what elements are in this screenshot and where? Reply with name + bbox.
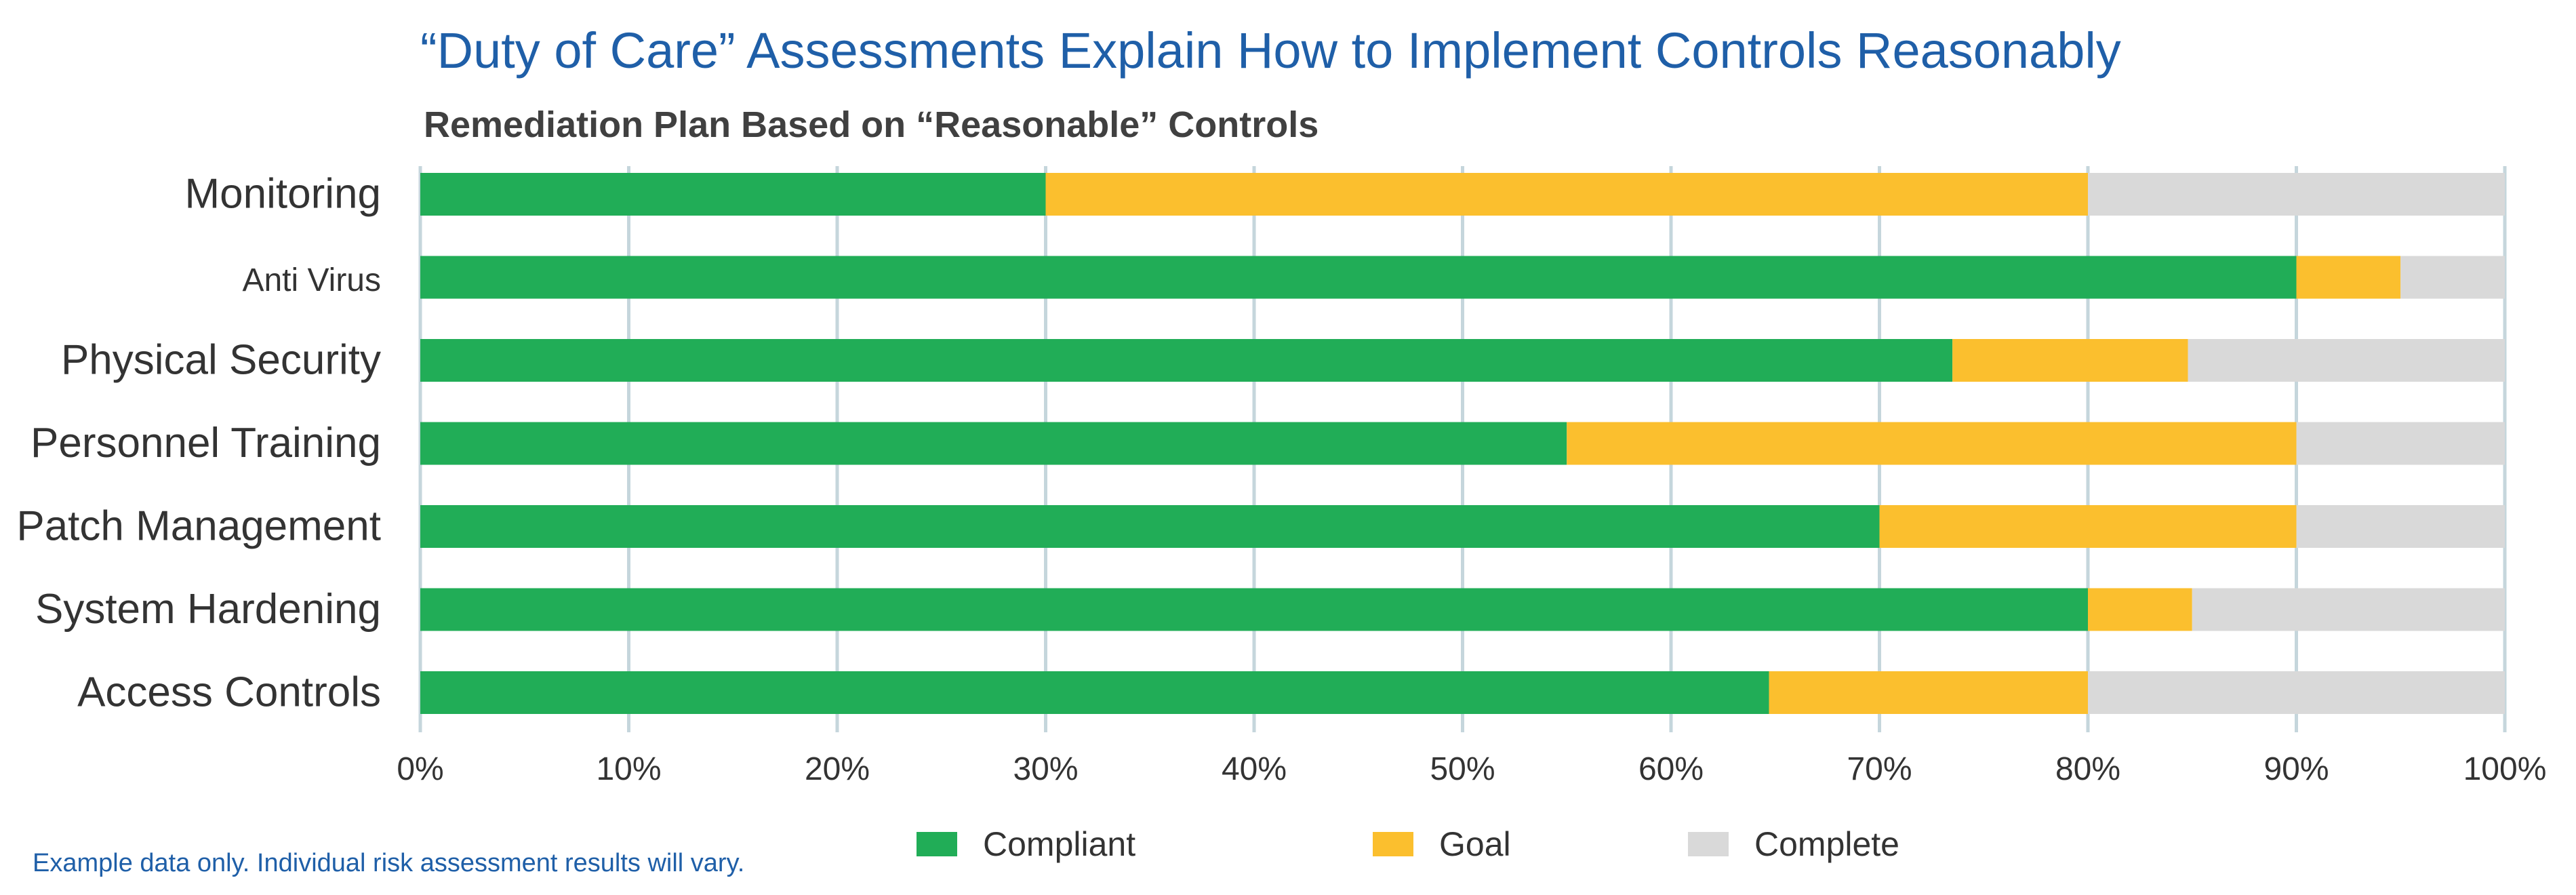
bars — [420, 173, 2505, 714]
legend-label-complete: Complete — [1754, 825, 1899, 863]
bar-personnel-training-compliant — [420, 422, 1567, 465]
legend-item-compliant: Compliant — [917, 820, 1135, 868]
bar-anti-virus-compliant — [420, 256, 2297, 299]
category-label-personnel-training: Personnel Training — [31, 420, 381, 466]
x-tick-label: 70% — [1847, 751, 1912, 787]
bar-physical-security-goal — [1952, 339, 2188, 382]
bar-access-controls-complete — [2088, 671, 2505, 714]
category-label-physical-security: Physical Security — [61, 337, 381, 384]
bar-monitoring-goal — [1045, 173, 2088, 216]
x-tick-label: 30% — [1013, 751, 1078, 787]
x-tick-label: 90% — [2263, 751, 2329, 787]
footnote: Example data only. Individual risk asses… — [33, 849, 745, 877]
legend-swatch-compliant — [917, 832, 957, 856]
chart-legend: Compliant Goal Complete — [0, 820, 2576, 868]
bar-anti-virus-goal — [2296, 256, 2401, 299]
bar-physical-security-compliant — [420, 339, 1953, 382]
bar-patch-management-complete — [2296, 505, 2505, 548]
x-tick-label: 0% — [397, 751, 443, 787]
bar-physical-security-complete — [2188, 339, 2505, 382]
legend-swatch-complete — [1688, 832, 1729, 856]
stacked-bar-chart: Monitoring Anti Virus Physical Security Per… — [16, 166, 2546, 787]
x-tick-label: 100% — [2463, 751, 2547, 787]
legend-label-goal: Goal — [1439, 825, 1511, 863]
x-tick-label: 40% — [1222, 751, 1287, 787]
x-tick-label: 10% — [596, 751, 661, 787]
legend-label-compliant: Compliant — [983, 825, 1136, 863]
bar-monitoring-compliant — [420, 173, 1046, 216]
bar-anti-virus-complete — [2400, 256, 2505, 299]
bar-access-controls-compliant — [420, 671, 1769, 714]
legend-swatch-goal — [1373, 832, 1413, 856]
category-label-anti-virus: Anti Virus — [242, 262, 381, 298]
x-tick-label: 80% — [2055, 751, 2120, 787]
bar-system-hardening-goal — [2088, 588, 2192, 631]
bar-personnel-training-goal — [1567, 422, 2297, 465]
bar-patch-management-compliant — [420, 505, 1880, 548]
legend-item-goal: Goal — [1373, 820, 1511, 868]
bar-monitoring-complete — [2088, 173, 2505, 216]
chart-title: “Duty of Care” Assessments Explain How t… — [420, 22, 2121, 79]
bar-personnel-training-complete — [2296, 422, 2505, 465]
category-label-patch-management: Patch Management — [16, 503, 381, 550]
category-label-access-controls: Access Controls — [77, 669, 381, 716]
category-label-system-hardening: System Hardening — [35, 586, 381, 633]
bar-system-hardening-compliant — [420, 588, 2088, 631]
x-tick-label: 60% — [1638, 751, 1704, 787]
category-labels: Monitoring Anti Virus Physical Security Per… — [16, 171, 381, 716]
category-label-monitoring: Monitoring — [185, 171, 381, 218]
bar-access-controls-goal — [1769, 671, 2088, 714]
x-tick-label: 50% — [1430, 751, 1495, 787]
bar-system-hardening-complete — [2192, 588, 2505, 631]
bar-patch-management-goal — [1879, 505, 2297, 548]
x-tick-label: 20% — [805, 751, 870, 787]
x-axis-ticks: 0% 10% 20% 30% 40% 50% 60% 70% 80% 90% 100% — [397, 751, 2546, 787]
chart-subtitle: Remediation Plan Based on “Reasonable” C… — [424, 104, 1319, 145]
legend-item-complete: Complete — [1688, 820, 1899, 868]
